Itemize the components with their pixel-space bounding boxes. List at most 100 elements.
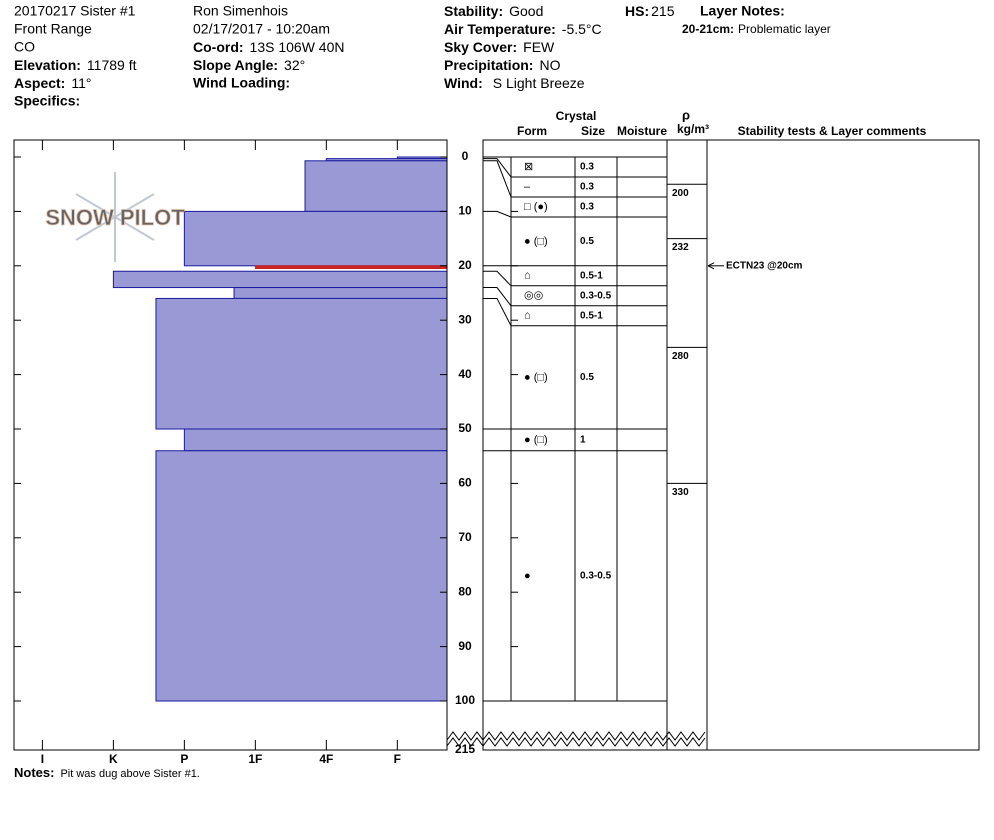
axis-break (446, 737, 706, 747)
y-tick-label: 60 (458, 476, 472, 490)
x-tick-label: 1F (248, 752, 262, 766)
label: Wind: (444, 75, 483, 91)
pit-name: 20170217 Sister #1 (14, 3, 136, 19)
x-tick-label: F (394, 752, 401, 766)
wind-loading: Wind Loading: (193, 75, 290, 91)
value: S Light Breeze (493, 75, 585, 91)
range: Front Range (14, 21, 92, 37)
table-headers: Crystal Form Size Moisture ρ kg/m³ Stabi… (517, 107, 927, 138)
value: 32° (284, 57, 305, 73)
label: Precipitation: (444, 57, 533, 73)
y-tick-label: 80 (458, 584, 472, 598)
label: Sky Cover: (444, 39, 517, 55)
slope-angle: Slope Angle: 32° (193, 57, 305, 73)
y-tick-label: 90 (458, 639, 472, 653)
value: 13S 106W 40N (250, 39, 345, 55)
density-value: 232 (672, 242, 689, 253)
crystal-form: ● (□) (524, 235, 548, 247)
density-unit-header: kg/m³ (677, 122, 709, 136)
hardness-layer (155, 297, 448, 430)
hardness-layer (304, 160, 448, 212)
density-value: 200 (672, 188, 689, 199)
layer-connector (483, 160, 512, 198)
layer-connector (483, 210, 512, 218)
label: Elevation: (14, 57, 81, 73)
state: CO (14, 39, 35, 55)
hardness-layer (155, 450, 448, 702)
layer-connector (483, 270, 512, 287)
hardness-layer (183, 210, 448, 267)
y-tick-label: 20 (458, 258, 472, 272)
label: Co-ord: (193, 39, 244, 55)
moisture-header: Moisture (617, 124, 667, 138)
hardness-layer (254, 265, 448, 270)
crystal-size: 0.3-0.5 (580, 290, 612, 301)
crystal-size: 0.3 (580, 182, 594, 193)
label: HS: (625, 3, 649, 19)
layer-note: 20-21cm: Problematic layer (682, 22, 831, 36)
crystal-form: ⌂ (524, 270, 531, 282)
layer-notes-label: Layer Notes: (700, 3, 785, 19)
wind: Wind: S Light Breeze (444, 75, 585, 91)
y-tick-label: 70 (458, 530, 472, 544)
hardness-layer (183, 428, 448, 452)
stability: Stability: Good (444, 3, 543, 19)
datetime: 02/17/2017 - 10:20am (193, 21, 330, 37)
label: Air Temperature: (444, 21, 556, 37)
value: 11° (71, 75, 91, 91)
elevation: Elevation: 11789 ft (14, 57, 137, 73)
crystal-form: ● (□) (524, 434, 548, 446)
x-tick-label: I (41, 752, 44, 766)
value: 215 (651, 3, 675, 19)
x-tick-label: P (180, 752, 188, 766)
label: Stability: (444, 3, 503, 19)
size-header: Size (581, 124, 605, 138)
crystal-size: 0.5 (580, 236, 594, 247)
crystal-size: 0.5-1 (580, 310, 603, 321)
y-tick-label: 100 (455, 693, 475, 707)
label: Notes: (14, 765, 54, 780)
density-value: 280 (672, 351, 689, 362)
range: 20-21cm: (682, 22, 734, 36)
x-tick-label: K (109, 752, 118, 766)
snowflake (75, 172, 155, 262)
observer: Ron Simenhois (193, 3, 288, 19)
x-tick-label: 4F (319, 752, 333, 766)
crystal-form: ⌂ (524, 310, 531, 322)
label: Aspect: (14, 75, 65, 91)
density-value: 330 (672, 487, 689, 498)
crystal-size: 0.3 (580, 202, 594, 213)
form-header: Form (517, 124, 547, 138)
specifics: Specifics: (14, 93, 80, 109)
crystal-size: 0.3 (580, 162, 594, 173)
axis-break (446, 731, 706, 741)
crystal-size: 0.5-1 (580, 270, 603, 281)
y-tick-label: 10 (458, 204, 472, 218)
hardness-layer (233, 287, 448, 299)
layer-connector (483, 158, 512, 178)
coord: Co-ord: 13S 106W 40N (193, 39, 345, 55)
notes: Notes: Pit was dug above Sister #1. (14, 765, 200, 780)
test-result: ECTN23 @20cm (726, 260, 803, 271)
crystal-header: Crystal (556, 109, 597, 123)
crystal-size: 0.5 (580, 372, 594, 383)
crystal-size: 0.3-0.5 (580, 571, 612, 582)
value: -5.5°C (562, 21, 602, 37)
hs: HS: 215 (625, 3, 675, 19)
logo-text: SNOW PILOT (45, 205, 185, 230)
crystal-form: – (524, 181, 531, 193)
crystal-form: □ (●) (524, 201, 548, 213)
value: NO (539, 57, 560, 73)
y-tick-label: 50 (458, 421, 472, 435)
text: Pit was dug above Sister #1. (60, 768, 199, 780)
value: Good (509, 3, 543, 19)
layer-connector (483, 287, 512, 307)
rho-header: ρ (682, 107, 690, 122)
comments-header: Stability tests & Layer comments (738, 124, 927, 138)
y-tick-label: 0 (462, 149, 469, 163)
hardness-layer (112, 270, 448, 289)
value: FEW (523, 39, 555, 55)
profile-frame (13, 139, 448, 751)
table-frame (482, 139, 980, 751)
